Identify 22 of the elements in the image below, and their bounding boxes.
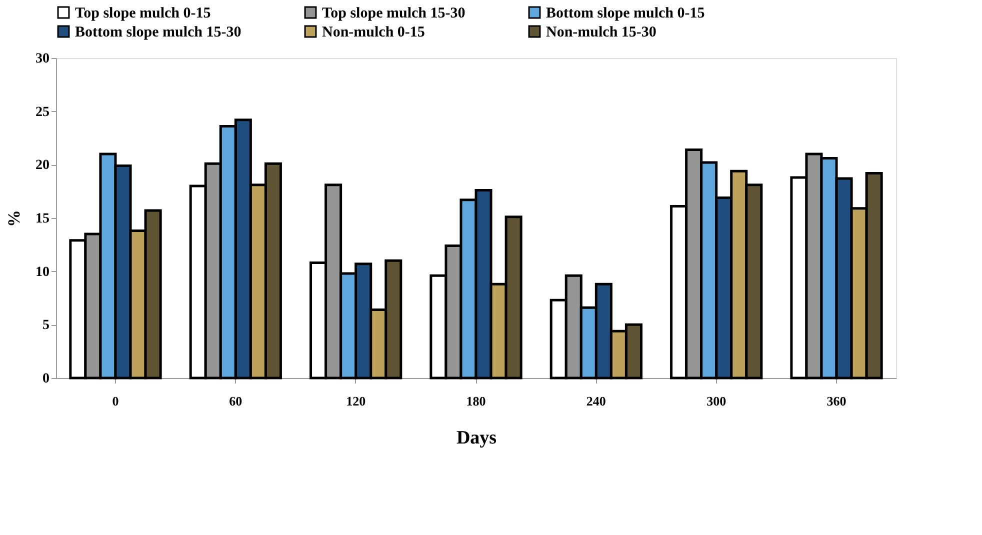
y-tick-label: 5 [42,318,50,334]
y-tick-label: 15 [36,212,50,226]
legend-label: Top slope mulch 15-30 [322,6,466,22]
legend-label: Top slope mulch 0-15 [75,6,211,22]
x-tick-label: 180 [466,394,486,408]
y-tick-label: 20 [36,158,50,174]
x-tick-label: 60 [229,394,242,408]
x-axis-title: Days [456,428,497,448]
legend-label: Bottom slope mulch 0-15 [546,6,705,22]
y-tick-label: 10 [36,264,50,280]
y-tick-label: 0 [42,372,50,386]
x-tick-label: 120 [346,394,366,408]
x-tick-label: 360 [826,394,846,408]
x-tick-label: 300 [706,394,726,408]
legend-label: Non-mulch 15-30 [546,24,656,40]
legend-label: Non-mulch 0-15 [322,24,425,40]
y-axis-title: % [4,210,24,227]
x-tick-label: 0 [112,394,119,408]
x-tick-label: 240 [586,394,606,408]
legend-label: Bottom slope mulch 15-30 [75,24,242,40]
y-tick-label: 25 [36,104,50,120]
y-tick-label: 30 [36,52,50,66]
